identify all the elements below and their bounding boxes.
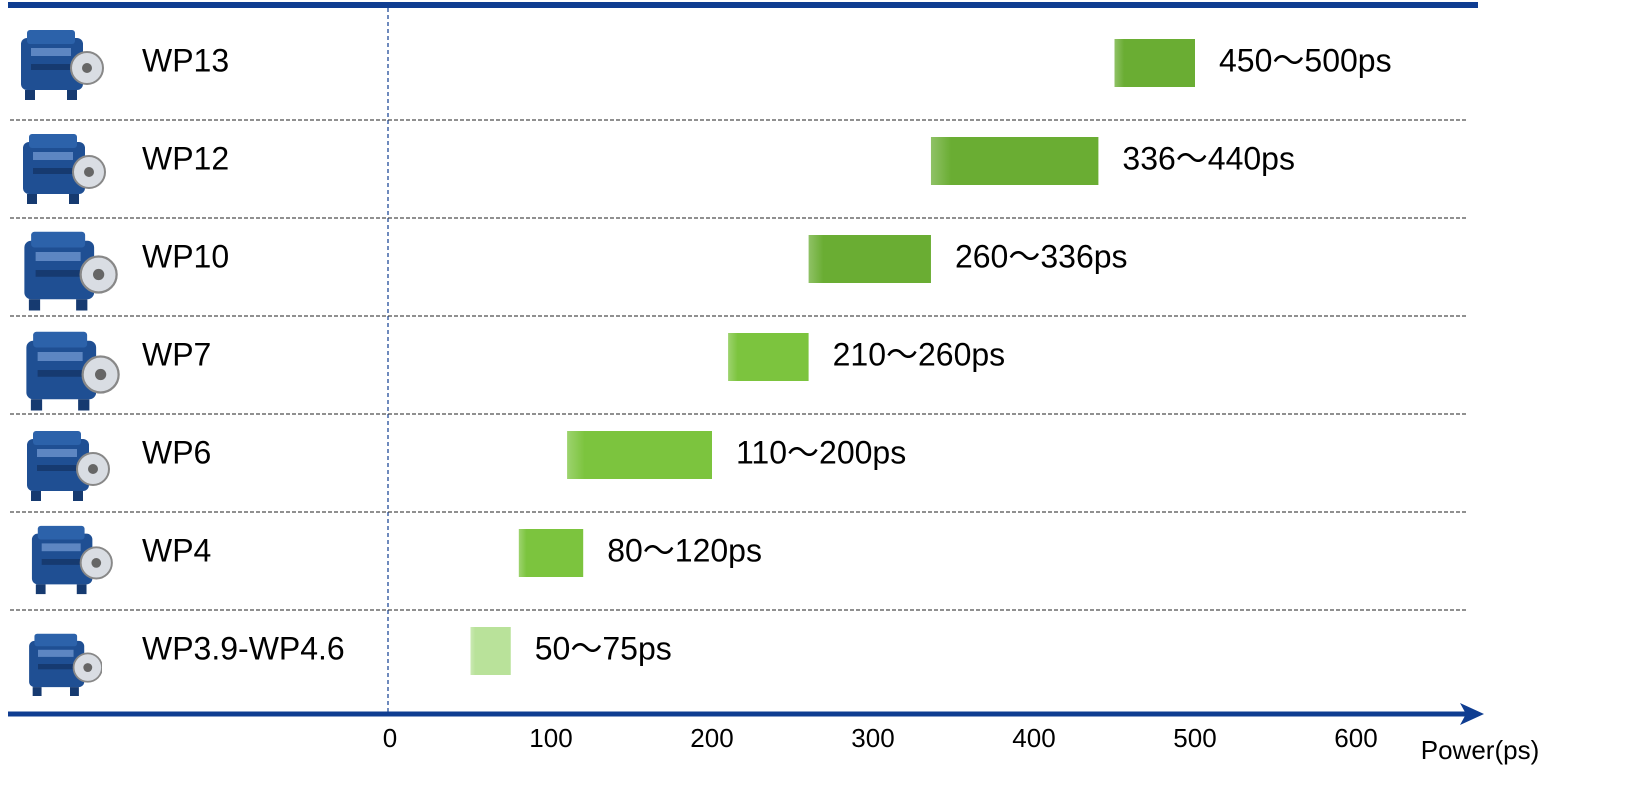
- category-label: WP13: [142, 42, 229, 78]
- value-label: 210～260ps: [833, 336, 1006, 372]
- value-label: 260～336ps: [955, 238, 1128, 274]
- engine-icon: [25, 429, 111, 503]
- bar: [470, 627, 511, 675]
- value-label: 80～120ps: [607, 532, 762, 568]
- value-label: 336～440ps: [1122, 140, 1295, 176]
- category-label: WP4: [142, 532, 211, 568]
- bar: [808, 235, 931, 283]
- value-label: 50～75ps: [535, 630, 672, 666]
- engine-icon: [21, 132, 106, 206]
- bar: [567, 431, 712, 479]
- category-label: WP10: [142, 238, 229, 274]
- x-tick-label: 100: [529, 723, 572, 753]
- bar: [518, 529, 584, 577]
- x-tick-label: 600: [1334, 723, 1377, 753]
- engine-icons: [19, 28, 120, 697]
- bar: [1114, 39, 1195, 87]
- value-label: 110～200ps: [736, 434, 906, 470]
- category-label: WP3.9-WP4.6: [142, 630, 345, 666]
- engine-icon: [25, 330, 120, 412]
- bar: [930, 137, 1099, 185]
- category-label: WP6: [142, 434, 211, 470]
- engine-icon: [28, 632, 102, 697]
- engine-icon: [23, 230, 118, 312]
- x-tick-label: 300: [851, 723, 894, 753]
- value-label: 450～500ps: [1219, 42, 1392, 78]
- x-tick-label: 400: [1012, 723, 1055, 753]
- category-label: WP7: [142, 336, 211, 372]
- engine-icon: [19, 28, 104, 102]
- x-tick-label: 500: [1173, 723, 1216, 753]
- x-axis-arrow: [1460, 703, 1484, 725]
- category-label: WP12: [142, 140, 229, 176]
- engine-icon: [30, 524, 113, 596]
- x-axis-label: Power(ps): [1421, 735, 1539, 765]
- bar: [728, 333, 809, 381]
- x-tick-label: 200: [690, 723, 733, 753]
- x-tick-label: 0: [383, 723, 397, 753]
